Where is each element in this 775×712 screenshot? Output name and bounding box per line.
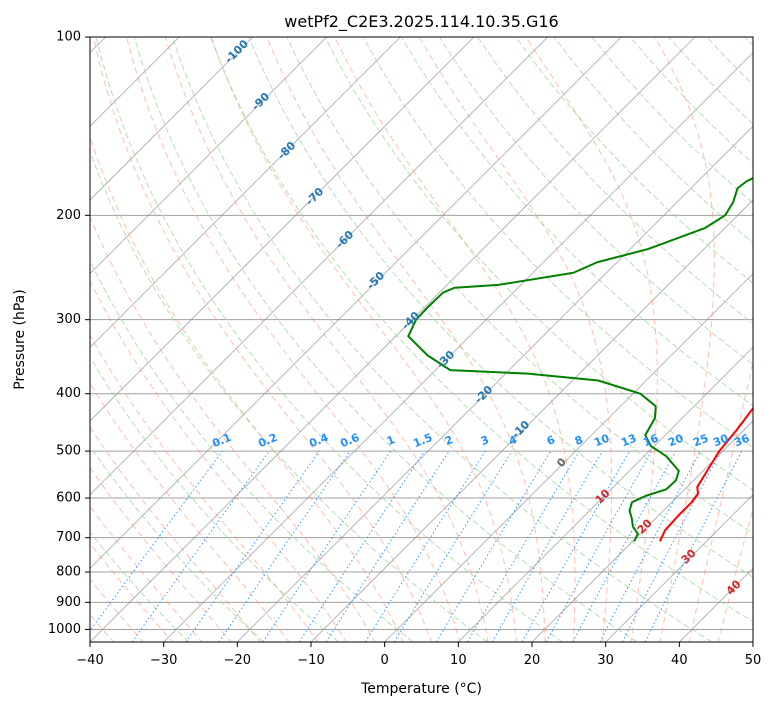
x-tick-label: −20 xyxy=(224,653,251,668)
y-tick-label: 700 xyxy=(56,530,81,545)
x-tick-label: 50 xyxy=(745,653,762,668)
y-tick-label: 300 xyxy=(56,312,81,327)
x-tick-label: −30 xyxy=(150,653,177,668)
y-tick-label: 800 xyxy=(56,565,81,580)
x-tick-label: −40 xyxy=(76,653,103,668)
y-tick-label: 400 xyxy=(56,386,81,401)
x-tick-label: 10 xyxy=(450,653,467,668)
chart-title: wetPf2_C2E3.2025.114.10.35.G16 xyxy=(284,12,558,32)
x-tick-label: 30 xyxy=(597,653,614,668)
y-tick-label: 1000 xyxy=(48,622,81,637)
x-axis-label: Temperature (°C) xyxy=(360,681,482,697)
x-tick-label: 20 xyxy=(524,653,541,668)
y-tick-label: 100 xyxy=(56,30,81,45)
y-tick-label: 200 xyxy=(56,208,81,223)
x-tick-label: 40 xyxy=(671,653,688,668)
y-tick-label: 900 xyxy=(56,595,81,610)
y-axis-label: Pressure (hPa) xyxy=(12,289,28,389)
x-tick-label: −10 xyxy=(297,653,324,668)
y-tick-label: 600 xyxy=(56,491,81,506)
y-tick-label: 500 xyxy=(56,444,81,459)
x-tick-label: 0 xyxy=(381,653,389,668)
